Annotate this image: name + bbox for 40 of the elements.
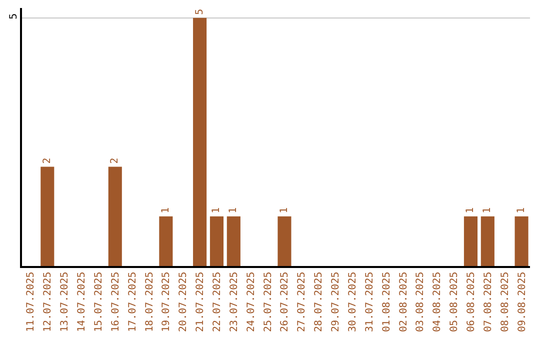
x-tick-label: 29.07.2025 — [330, 272, 342, 332]
x-tick-label: 08.08.2025 — [500, 272, 511, 332]
data-label: 1 — [160, 207, 172, 214]
x-tick-label: 15.07.2025 — [93, 272, 104, 332]
x-tick-label: 21.07.2025 — [195, 272, 206, 332]
x-tick-label: 06.08.2025 — [466, 272, 477, 332]
x-tick-label: 25.07.2025 — [262, 272, 274, 332]
x-tick-label: 16.07.2025 — [110, 272, 122, 332]
x-tick-label: 23.07.2025 — [228, 272, 240, 332]
x-tick-label: 01.08.2025 — [381, 272, 392, 332]
x-tick-label: 14.07.2025 — [76, 272, 88, 332]
x-tick-label: 30.07.2025 — [347, 272, 358, 332]
x-tick-label: 26.07.2025 — [280, 272, 291, 332]
x-tick-label: 31.07.2025 — [364, 272, 376, 332]
x-tick-label: 27.07.2025 — [296, 272, 308, 332]
data-label: 1 — [482, 207, 494, 214]
data-label: 1 — [228, 207, 240, 214]
data-label: 5 — [194, 8, 206, 15]
x-tick-label: 12.07.2025 — [42, 272, 54, 332]
data-label: 2 — [42, 158, 53, 164]
x-tick-label: 17.07.2025 — [127, 272, 138, 332]
x-tick-label: 09.08.2025 — [516, 272, 528, 332]
data-label: 1 — [211, 207, 222, 214]
x-tick-label: 18.07.2025 — [144, 272, 156, 332]
x-tick-label: 04.08.2025 — [432, 272, 444, 332]
x-tick-label: 13.07.2025 — [60, 272, 71, 332]
x-tick-label: 03.08.2025 — [415, 272, 426, 332]
x-tick-label: 19.07.2025 — [161, 272, 172, 332]
data-label: 1 — [516, 207, 528, 214]
x-tick-label: 22.07.2025 — [212, 272, 223, 332]
x-tick-label: 20.07.2025 — [178, 272, 190, 332]
x-tick-label: 11.07.2025 — [26, 272, 37, 332]
x-tick-label: 28.07.2025 — [314, 272, 325, 332]
x-tick-label: 05.08.2025 — [449, 272, 460, 332]
x-tick-label: 02.08.2025 — [398, 272, 410, 332]
data-label: 1 — [278, 207, 290, 214]
x-tick-label: 07.08.2025 — [482, 272, 494, 332]
x-tick-label: 24.07.2025 — [246, 272, 257, 332]
data-label: 2 — [110, 158, 121, 164]
data-label: 1 — [465, 207, 476, 214]
